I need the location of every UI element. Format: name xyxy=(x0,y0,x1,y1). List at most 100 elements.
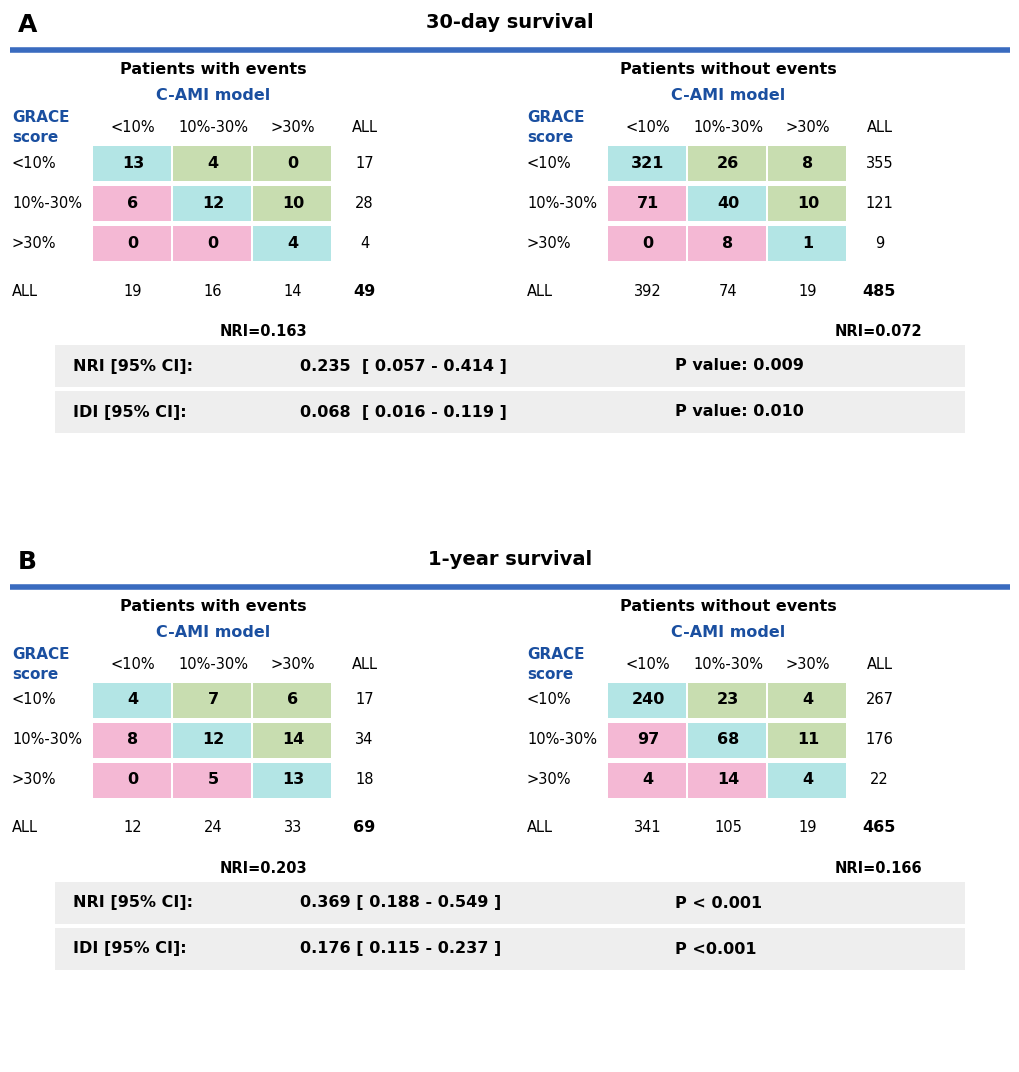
Text: C-AMI model: C-AMI model xyxy=(671,625,785,640)
Text: >30%: >30% xyxy=(785,120,829,135)
Text: 10%-30%: 10%-30% xyxy=(692,657,762,672)
Text: 19: 19 xyxy=(798,283,816,298)
Text: >30%: >30% xyxy=(12,236,56,251)
Text: P value: 0.009: P value: 0.009 xyxy=(675,358,803,373)
Text: 12: 12 xyxy=(202,195,224,210)
Text: 10%-30%: 10%-30% xyxy=(12,732,82,747)
Bar xyxy=(55,391,964,433)
Text: 10%-30%: 10%-30% xyxy=(178,120,248,135)
Bar xyxy=(253,723,331,758)
Bar xyxy=(173,723,251,758)
Text: 8: 8 xyxy=(127,732,139,747)
Bar xyxy=(93,763,171,798)
Text: 26: 26 xyxy=(716,155,739,170)
Text: ALL: ALL xyxy=(527,283,552,298)
Text: 5: 5 xyxy=(207,773,218,788)
Text: NRI [95% CI]:: NRI [95% CI]: xyxy=(73,895,193,910)
Text: 0: 0 xyxy=(287,155,299,170)
Bar xyxy=(55,928,964,970)
Text: <10%: <10% xyxy=(12,693,57,708)
Text: ALL: ALL xyxy=(12,283,38,298)
Bar xyxy=(253,763,331,798)
Text: ALL: ALL xyxy=(527,820,552,835)
Text: C-AMI model: C-AMI model xyxy=(156,625,270,640)
Bar xyxy=(93,683,171,718)
Text: 0: 0 xyxy=(207,236,218,251)
Text: 19: 19 xyxy=(123,283,142,298)
Bar xyxy=(688,187,765,221)
Bar xyxy=(688,683,765,718)
Text: IDI [95% CI]:: IDI [95% CI]: xyxy=(73,941,186,956)
Bar xyxy=(688,763,765,798)
Bar xyxy=(607,763,686,798)
Bar xyxy=(55,882,964,924)
Text: ALL: ALL xyxy=(866,657,892,672)
Bar xyxy=(93,723,171,758)
Text: 0.068  [ 0.016 - 0.119 ]: 0.068 [ 0.016 - 0.119 ] xyxy=(300,404,506,419)
Text: 10%-30%: 10%-30% xyxy=(178,657,248,672)
Text: <10%: <10% xyxy=(527,155,571,170)
Text: <10%: <10% xyxy=(111,120,155,135)
Text: 341: 341 xyxy=(634,820,661,835)
Bar xyxy=(55,345,964,387)
Text: 6: 6 xyxy=(287,693,299,708)
Text: GRACE
score: GRACE score xyxy=(527,110,584,145)
Text: ALL: ALL xyxy=(352,657,377,672)
Text: 18: 18 xyxy=(355,773,373,788)
Text: IDI [95% CI]:: IDI [95% CI]: xyxy=(73,404,186,419)
Text: 22: 22 xyxy=(869,773,888,788)
Text: P <0.001: P <0.001 xyxy=(675,941,756,956)
Text: 8: 8 xyxy=(802,155,813,170)
Text: ALL: ALL xyxy=(352,120,377,135)
Text: ALL: ALL xyxy=(866,120,892,135)
Text: <10%: <10% xyxy=(625,120,669,135)
Bar xyxy=(607,187,686,221)
Text: 28: 28 xyxy=(355,195,373,210)
Bar xyxy=(173,187,251,221)
Text: 105: 105 xyxy=(713,820,741,835)
Text: 392: 392 xyxy=(634,283,661,298)
Bar xyxy=(173,763,251,798)
Text: >30%: >30% xyxy=(270,120,315,135)
Text: 97: 97 xyxy=(636,732,658,747)
Text: 12: 12 xyxy=(123,820,143,835)
Bar xyxy=(173,146,251,181)
Text: 33: 33 xyxy=(283,820,302,835)
Text: 17: 17 xyxy=(355,693,373,708)
Text: 321: 321 xyxy=(631,155,664,170)
Bar xyxy=(173,226,251,260)
Text: 1-year survival: 1-year survival xyxy=(428,550,591,569)
Text: GRACE
score: GRACE score xyxy=(12,110,69,145)
Text: 74: 74 xyxy=(718,283,737,298)
Text: 240: 240 xyxy=(631,693,664,708)
Text: B: B xyxy=(18,550,37,574)
Text: 10: 10 xyxy=(281,195,304,210)
Text: 4: 4 xyxy=(207,155,218,170)
Text: 11: 11 xyxy=(796,732,818,747)
Bar xyxy=(607,226,686,260)
Text: 267: 267 xyxy=(865,693,893,708)
Text: 14: 14 xyxy=(281,732,304,747)
Text: NRI=0.166: NRI=0.166 xyxy=(834,861,921,876)
Text: 30-day survival: 30-day survival xyxy=(426,13,593,32)
Bar xyxy=(93,187,171,221)
Text: 4: 4 xyxy=(127,693,139,708)
Bar xyxy=(173,683,251,718)
Bar xyxy=(767,683,845,718)
Text: 19: 19 xyxy=(798,820,816,835)
Text: 49: 49 xyxy=(353,283,375,298)
Text: 13: 13 xyxy=(121,155,144,170)
Text: 69: 69 xyxy=(353,820,375,835)
Text: >30%: >30% xyxy=(785,657,829,672)
Text: 355: 355 xyxy=(865,155,893,170)
Text: <10%: <10% xyxy=(527,693,571,708)
Text: 68: 68 xyxy=(716,732,739,747)
Bar xyxy=(767,187,845,221)
Bar xyxy=(93,146,171,181)
Text: 14: 14 xyxy=(283,283,302,298)
Text: 4: 4 xyxy=(642,773,653,788)
Text: <10%: <10% xyxy=(111,657,155,672)
Text: 0.369 [ 0.188 - 0.549 ]: 0.369 [ 0.188 - 0.549 ] xyxy=(300,895,500,910)
Text: NRI=0.163: NRI=0.163 xyxy=(219,324,307,339)
Bar xyxy=(253,226,331,260)
